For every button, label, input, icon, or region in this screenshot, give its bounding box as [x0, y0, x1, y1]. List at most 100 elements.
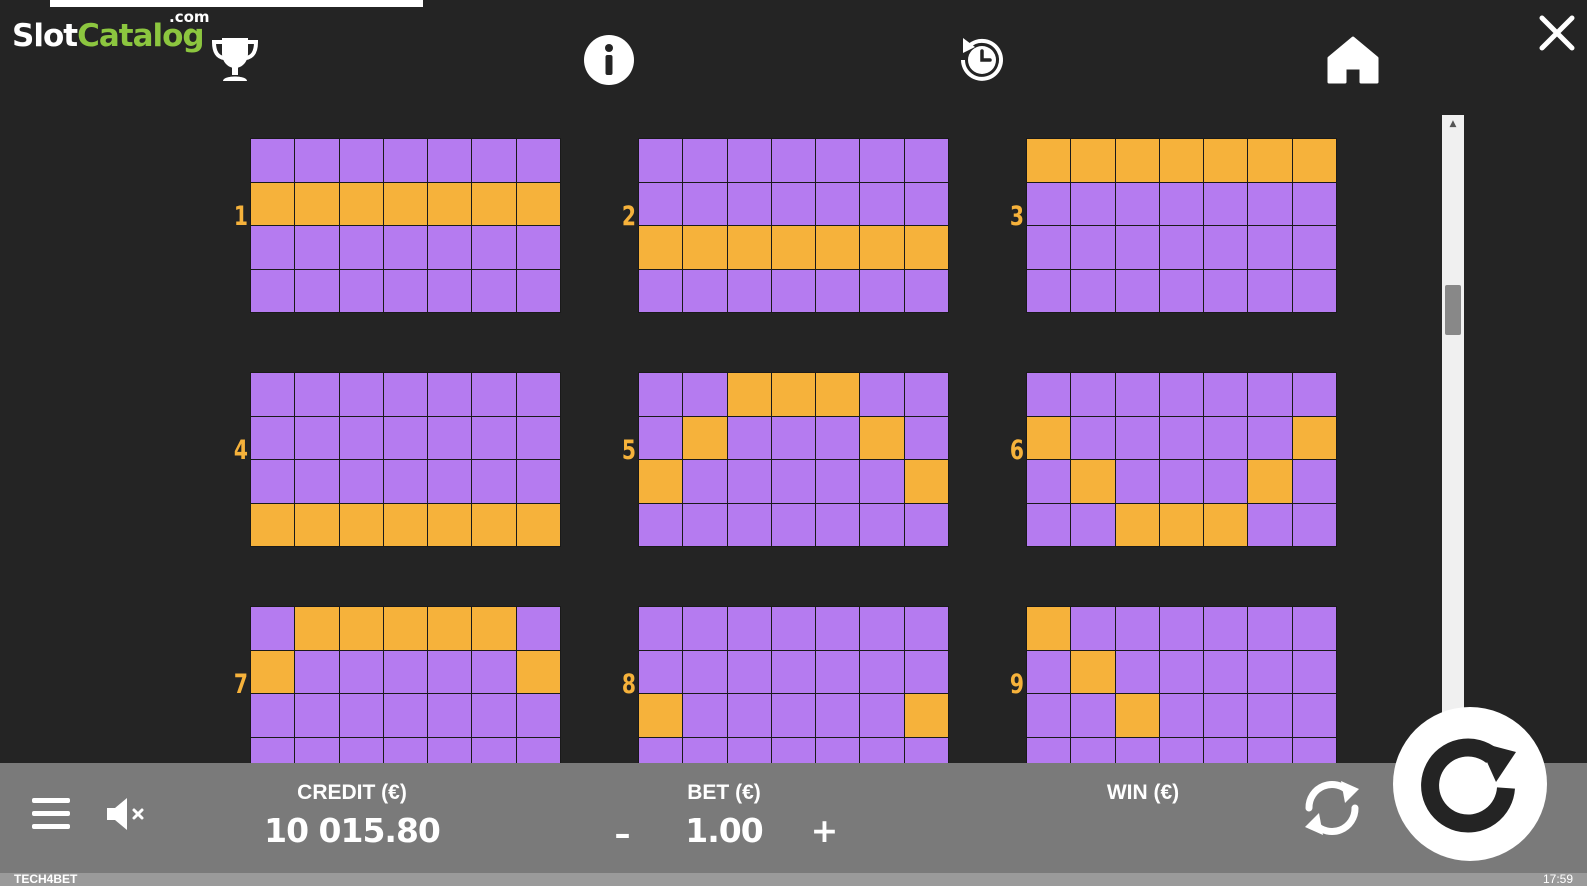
payline-cell [251, 607, 295, 650]
payline-cell [516, 694, 560, 737]
payline-cell [1071, 607, 1115, 650]
payline-cell [472, 226, 516, 269]
credit-label: CREDIT (€) [297, 781, 407, 804]
payline-cell [383, 373, 428, 416]
payline-cell [1204, 460, 1248, 503]
payline-cell-active [251, 182, 295, 225]
payline-cell [727, 269, 771, 312]
payline-cell [1071, 503, 1115, 546]
payline-cell-active [516, 503, 560, 546]
bet-plus-button[interactable]: + [810, 811, 839, 850]
top-strip [50, 0, 423, 7]
payline-cell [516, 373, 560, 416]
logo-com: .com [169, 8, 210, 26]
close-icon[interactable] [1538, 14, 1576, 52]
payline-cell [1071, 373, 1115, 416]
payline-cell [904, 269, 948, 312]
payline-cell-active [295, 182, 339, 225]
payline-cell [251, 139, 295, 182]
payline-cell-active [860, 416, 904, 459]
payline-cell [683, 607, 727, 650]
payline-cell [1115, 737, 1159, 763]
payline-cell [1159, 694, 1204, 737]
menu-icon[interactable] [30, 795, 72, 833]
payline-cell [771, 694, 816, 737]
payline-cell [1248, 650, 1292, 693]
payline-cell [295, 269, 339, 312]
info-icon[interactable] [583, 34, 635, 86]
scrollbar-thumb[interactable] [1445, 285, 1461, 335]
payline-cell [1115, 460, 1159, 503]
payline-cell [1115, 650, 1159, 693]
payline-cell [1248, 373, 1292, 416]
payline-cell [1071, 737, 1115, 763]
payline-cell-active [1115, 694, 1159, 737]
payline-cell-active [428, 607, 472, 650]
payline-cell-active [295, 503, 339, 546]
payline-grid [1026, 372, 1337, 547]
payline-cell [904, 503, 948, 546]
payline-cell [1204, 694, 1248, 737]
spin-button[interactable] [1393, 707, 1547, 861]
payline-cell-active [516, 650, 560, 693]
payline-cell [1071, 182, 1115, 225]
payline-cell [428, 139, 472, 182]
payline-cell-active [727, 373, 771, 416]
payline-cell [904, 182, 948, 225]
bet-minus-button[interactable]: – [614, 815, 631, 853]
payline-cell [428, 416, 472, 459]
payline-cell [251, 226, 295, 269]
payline-cell-active [1159, 139, 1204, 182]
payline-cell [683, 650, 727, 693]
payline-cell [1204, 650, 1248, 693]
payline-cell [771, 503, 816, 546]
payline-cell [904, 650, 948, 693]
payline-cell-active [904, 694, 948, 737]
payline-cell [1204, 226, 1248, 269]
payline-cell [428, 373, 472, 416]
payline-cell [1027, 460, 1071, 503]
home-icon[interactable] [1325, 34, 1381, 88]
payline-cell [383, 737, 428, 763]
payline-cell-active [639, 694, 683, 737]
autoplay-icon[interactable] [1297, 773, 1367, 843]
scroll-up-icon[interactable]: ▲ [1449, 119, 1457, 129]
payline-number: 7 [233, 669, 248, 700]
payline-cell [1159, 607, 1204, 650]
payline-cell [639, 503, 683, 546]
payline-cell [904, 373, 948, 416]
history-icon[interactable] [955, 33, 1009, 87]
payline-cell [516, 607, 560, 650]
payline-cell-active [816, 226, 860, 269]
payline-cell [295, 373, 339, 416]
payline-grid [250, 138, 561, 313]
payline-cell [639, 650, 683, 693]
payline-cell-active [816, 373, 860, 416]
payline-cell [727, 182, 771, 225]
payline-cell [1027, 503, 1071, 546]
payline-cell [295, 139, 339, 182]
payline-cell [816, 503, 860, 546]
mute-icon[interactable] [104, 795, 150, 833]
payline-cell [727, 694, 771, 737]
payline-cell [1292, 503, 1336, 546]
payline-cell [683, 694, 727, 737]
trophy-icon[interactable] [208, 33, 262, 87]
payline-cell [860, 607, 904, 650]
payline-cell [683, 269, 727, 312]
payline-cell [428, 737, 472, 763]
payline-cell [816, 416, 860, 459]
payline-cell-active [771, 373, 816, 416]
payline-cell-active [1071, 650, 1115, 693]
payline-cell [1159, 416, 1204, 459]
payline-cell [1027, 226, 1071, 269]
payline-cell-active [683, 416, 727, 459]
payline-cell [339, 226, 383, 269]
payline-grid [638, 138, 949, 313]
payline-cell-active [428, 503, 472, 546]
payline-cell [1159, 182, 1204, 225]
scrollbar[interactable]: ▲ [1442, 115, 1464, 715]
payline-cell [1027, 737, 1071, 763]
payline-cell-active [251, 503, 295, 546]
payline-cell-active [1292, 416, 1336, 459]
